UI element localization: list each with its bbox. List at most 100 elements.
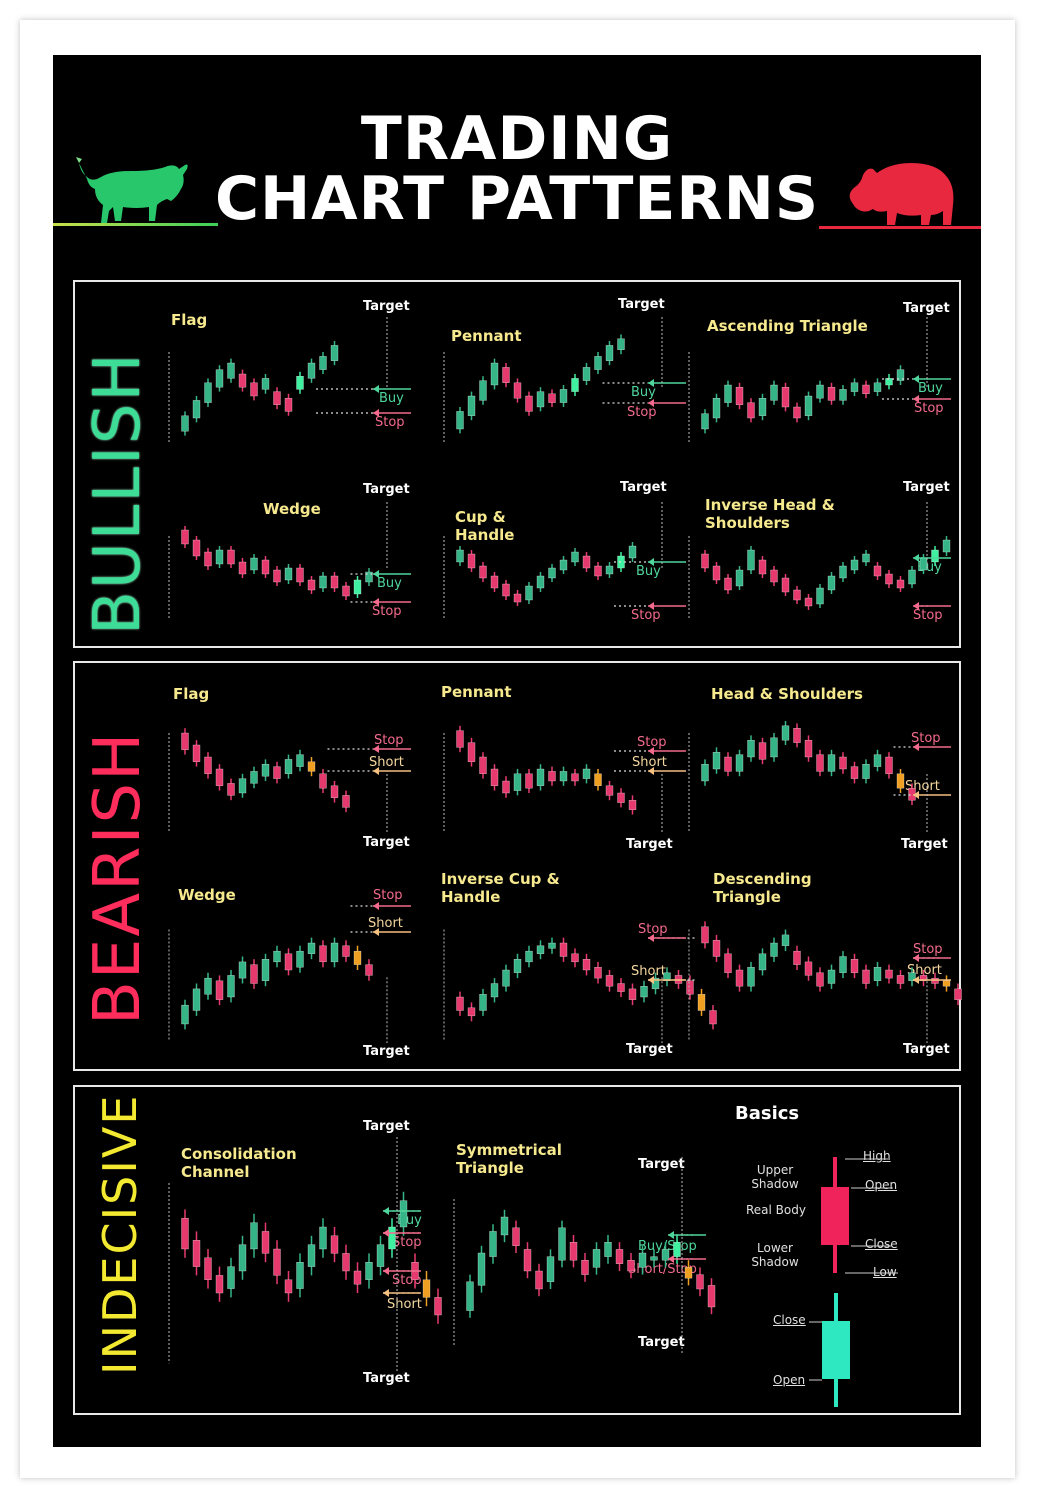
candlestick-chart (443, 725, 686, 833)
bearish-section (73, 661, 961, 1071)
short-label: Short (368, 916, 403, 931)
bearish-label: BEARISH (81, 730, 155, 1025)
pattern-title: Descending Triangle (713, 870, 812, 906)
bear-icon (849, 163, 954, 225)
bullish-label: BULLISH (81, 351, 155, 635)
lower-shadow-label: Lower Shadow (751, 1241, 799, 1269)
short-label: Short (631, 964, 666, 979)
stop-label: Stop (392, 1235, 422, 1250)
pattern-title: Wedge (178, 886, 236, 904)
pattern-symmetrical-triangle: Symmetrical Triangle Target Buy/Stop Sho… (448, 1135, 716, 1375)
candlestick-chart (168, 502, 411, 618)
buy-label: Buy (636, 564, 661, 579)
low-label: Low (873, 1265, 897, 1279)
short-label: Short (369, 755, 404, 770)
target-label: Target (363, 835, 410, 850)
pattern-head-shoulders: Head & Shoulders Stop Short Target (683, 675, 953, 855)
pattern-title: Inverse Cup & Handle (441, 870, 560, 906)
pattern-title: Symmetrical Triangle (456, 1141, 562, 1177)
candlestick-chart (688, 502, 951, 618)
upper-shadow-label: Upper Shadow (751, 1163, 799, 1191)
target-label: Target (903, 301, 950, 316)
buy-label: Buy (377, 576, 402, 591)
candlestick-chart (443, 502, 686, 618)
bull-open-label: Open (773, 1373, 806, 1387)
candlestick-chart (453, 1157, 716, 1353)
close-label: Close (865, 1237, 898, 1251)
target-label: Target (626, 1042, 673, 1057)
stop-label: Stop (374, 733, 404, 748)
basics-panel: Basics Upper Shadow Real Body Lower Shad… (723, 1095, 963, 1415)
candlestick-chart (688, 317, 951, 443)
pattern-ascending-triangle: Ascending Triangle Target Buy Stop (683, 295, 953, 465)
pattern-bullish-wedge: Wedge Target Buy Stop (163, 480, 413, 640)
pattern-title: Flag (173, 685, 210, 703)
indecisive-label: INDECISIVE (93, 1093, 147, 1375)
pattern-title: Wedge (263, 500, 321, 518)
pattern-title: Head & Shoulders (711, 685, 863, 703)
stop-label: Stop (913, 608, 943, 623)
basics-title: Basics (735, 1103, 800, 1124)
pattern-title: Pennant (441, 683, 512, 701)
pattern-title: Consolidation Channel (181, 1145, 297, 1181)
pattern-bearish-flag: Flag Stop Short Target (163, 675, 413, 855)
short-label: Short (387, 1297, 422, 1312)
target-label: Target (363, 1371, 410, 1386)
candlestick-chart (688, 921, 962, 1043)
stop-label: Stop (913, 942, 943, 957)
short-label: Short (632, 755, 667, 770)
pattern-cup-handle: Cup & Handle Target Buy Stop (438, 480, 688, 640)
stop-label: Stop (373, 888, 403, 903)
stop-label: Stop (375, 415, 405, 430)
short-label: Short (907, 963, 942, 978)
title-line-1: TRADING (360, 104, 674, 174)
candlestick-chart (168, 728, 411, 833)
candle-anatomy-diagram (809, 1157, 898, 1407)
target-label: Target (638, 1157, 685, 1172)
pattern-title: Cup & Handle (455, 508, 515, 544)
pattern-bearish-pennant: Pennant Stop Short Target (438, 675, 688, 855)
target-label: Target (901, 837, 948, 852)
pattern-title: Pennant (451, 327, 522, 345)
stop-label: Stop (911, 731, 941, 746)
pattern-bullish-flag: Flag Target Buy Stop (163, 295, 413, 465)
bull-ground-line (53, 223, 218, 226)
real-body-label: Real Body (746, 1203, 806, 1217)
pattern-inverse-cup-handle: Inverse Cup & Handle Stop Short Target (438, 870, 717, 1065)
stop-label: Stop (372, 604, 402, 619)
candlestick-chart (168, 317, 411, 443)
buy-label: Buy (631, 385, 656, 400)
target-label: Target (903, 480, 950, 495)
poster: TRADING CHART PATTERNS BULLISH BEARISH I… (53, 55, 981, 1447)
pattern-descending-triangle: Descending Triangle Stop Short Target (683, 870, 962, 1065)
stop-label: Stop (914, 401, 944, 416)
target-label: Target (618, 297, 665, 312)
title-line-2: CHART PATTERNS (214, 164, 820, 234)
indecisive-section (73, 1085, 961, 1415)
candlestick-chart (168, 902, 411, 1043)
bear-ground-line (819, 226, 981, 229)
buy-label: Buy (918, 381, 943, 396)
target-label: Target (363, 482, 410, 497)
candlestick-chart (443, 929, 717, 1043)
stop-label: Stop (631, 608, 661, 623)
bull-close-label: Close (773, 1313, 806, 1327)
target-label: Target (620, 480, 667, 495)
stop-label: Stop (638, 922, 668, 937)
target-label: Target (363, 1044, 410, 1059)
candlestick-chart (688, 721, 951, 833)
stop-label: Stop (637, 735, 667, 750)
buy-label: Buy (379, 391, 404, 406)
target-label: Target (363, 1119, 410, 1134)
candlestick-chart (443, 317, 686, 443)
stop-label: Stop (627, 405, 657, 420)
pattern-title: Inverse Head & Shoulders (705, 496, 835, 532)
pattern-title: Flag (171, 311, 208, 329)
pattern-title: Ascending Triangle (707, 317, 868, 335)
target-label: Target (626, 837, 673, 852)
pattern-bearish-wedge: Wedge Stop Short Target (163, 870, 413, 1065)
pattern-inverse-head-shoulders: Inverse Head & Shoulders Target Buy Stop (683, 480, 953, 640)
bullish-section (73, 280, 961, 648)
target-label: Target (638, 1335, 685, 1350)
candlestick-chart (168, 1137, 442, 1373)
